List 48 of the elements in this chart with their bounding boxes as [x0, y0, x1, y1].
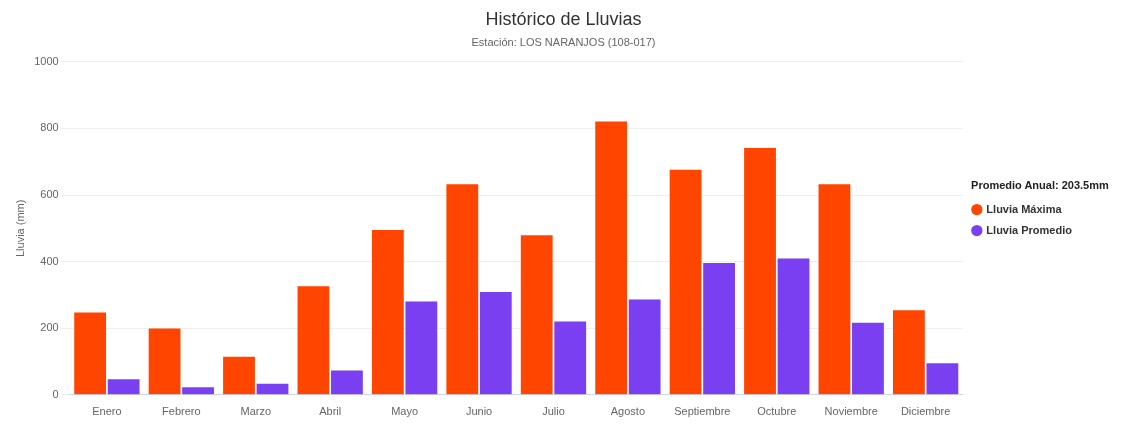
- x-tick-label: Enero: [92, 405, 122, 418]
- x-tick-label: Abril: [319, 405, 342, 418]
- bar: [148, 328, 181, 395]
- x-tick-label: Septiembre: [674, 405, 731, 418]
- x-tick-label: Diciembre: [900, 405, 951, 418]
- bar: [926, 363, 959, 395]
- x-tick-label: Julio: [542, 405, 565, 418]
- y-tick-label: 800: [40, 121, 59, 134]
- bar: [595, 121, 628, 395]
- bar: [107, 379, 140, 395]
- x-tick-label: Octubre: [757, 405, 797, 418]
- chart-subtitle: Estación: LOS NARANJOS (108-017): [471, 36, 656, 49]
- x-tick-label: Junio: [465, 405, 493, 418]
- legend-label: Lluvia Promedio: [986, 223, 1073, 236]
- bar: [777, 258, 810, 395]
- chart-title: Histórico de Lluvias: [485, 8, 642, 29]
- bar: [520, 235, 553, 395]
- legend-label: Lluvia Máxima: [986, 202, 1063, 215]
- bar: [703, 262, 735, 395]
- x-tick-label: Agosto: [610, 405, 646, 418]
- bar: [182, 387, 214, 395]
- x-tick-label: Mayo: [391, 405, 419, 418]
- y-tick-label: 600: [40, 188, 59, 201]
- bar: [223, 356, 255, 395]
- x-tick-label: Febrero: [162, 405, 201, 418]
- bar: [892, 310, 925, 395]
- y-tick-label: 1000: [34, 54, 59, 67]
- legend-title: Promedio Anual: 203.5mm: [971, 179, 1110, 192]
- bar: [554, 321, 587, 395]
- bar: [331, 370, 363, 395]
- bar: [405, 301, 438, 395]
- bar: [446, 184, 479, 395]
- bar: [744, 148, 776, 395]
- y-tick-label: 200: [40, 321, 59, 334]
- y-tick-label: 400: [40, 254, 59, 267]
- bar: [74, 312, 107, 395]
- y-tick-label: 0: [52, 387, 59, 400]
- bar: [852, 322, 884, 395]
- bar: [818, 184, 851, 395]
- x-tick-label: Noviembre: [824, 405, 878, 418]
- bar: [256, 383, 289, 395]
- bar: [371, 229, 404, 395]
- bar: [297, 286, 330, 395]
- x-tick-label: Marzo: [240, 405, 272, 418]
- y-axis-title: Lluvia (mm): [13, 199, 26, 258]
- bar: [479, 291, 512, 395]
- bar: [669, 169, 702, 395]
- bar: [628, 299, 661, 395]
